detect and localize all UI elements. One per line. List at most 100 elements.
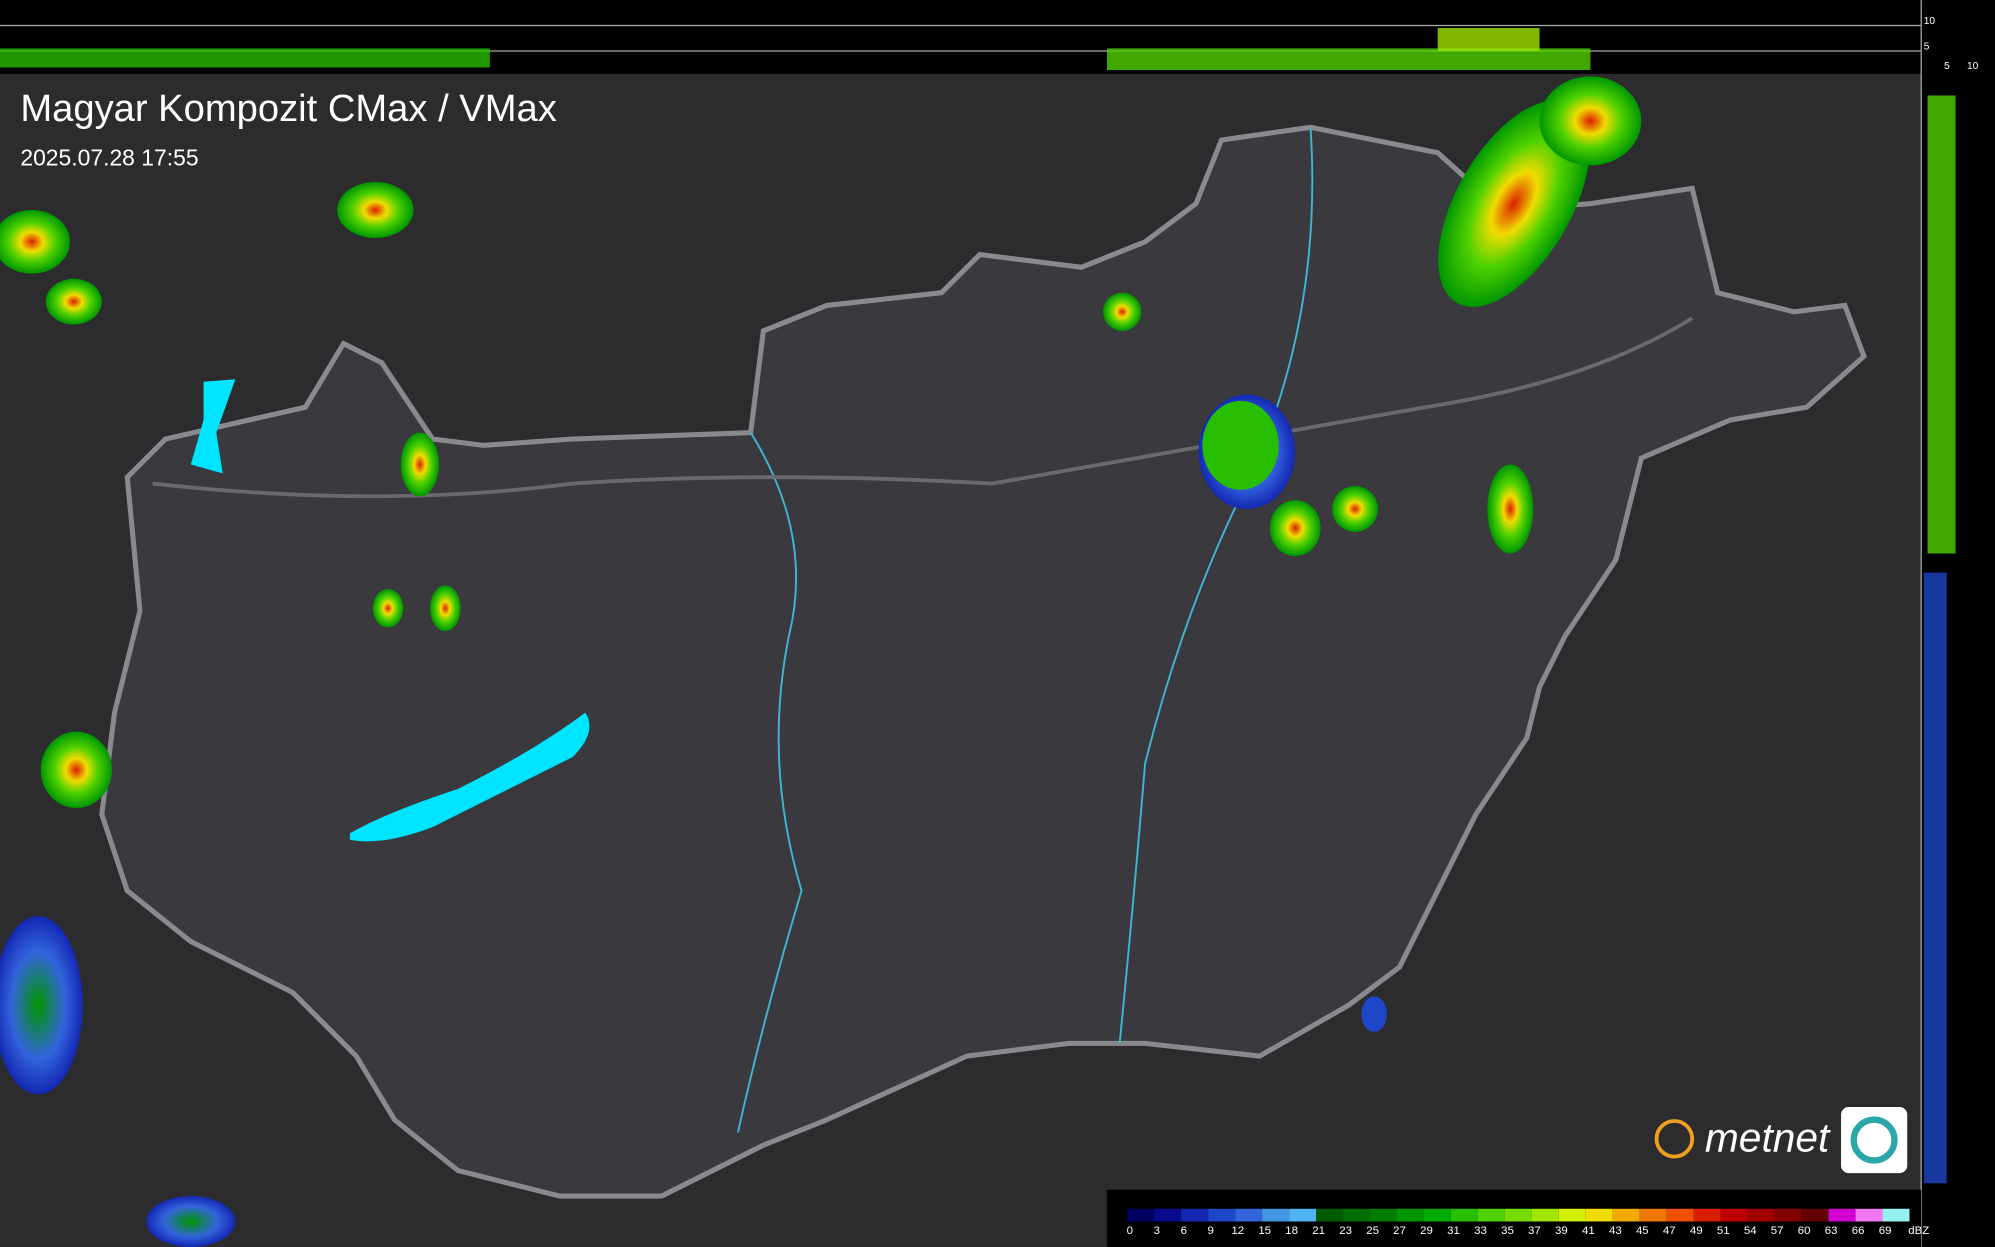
legend-label: 41 [1582,1225,1595,1237]
legend-swatch [1235,1208,1263,1222]
legend-label: 31 [1447,1225,1460,1237]
logo-sun [1654,1119,1695,1159]
legend-swatch [1504,1208,1532,1222]
legend-label: 21 [1312,1225,1325,1237]
axis-label: 10 [1967,61,1979,72]
legend-swatch [1666,1208,1694,1222]
radar-echo [1332,486,1378,532]
legend-swatch [1343,1208,1371,1222]
radar-echo [1361,996,1387,1032]
profile-echo [1927,95,1956,554]
profile-echo [1106,48,1591,71]
radar-echo [1269,500,1321,557]
river [1118,127,1314,1044]
profile-echo [1437,28,1540,51]
radar-echo [1539,76,1642,166]
axis-label: 5 [1924,42,1930,53]
legend-swatch [1531,1208,1559,1222]
legend-label: 60 [1798,1225,1811,1237]
legend-swatch [1882,1208,1910,1222]
legend-label: 3 [1154,1225,1160,1237]
legend-label: 39 [1555,1225,1568,1237]
logo-icon-swirl [1850,1116,1898,1164]
legend-label: 45 [1636,1225,1649,1237]
radar-echo [45,278,102,325]
legend-swatch [1423,1208,1451,1222]
legend-swatch [1316,1208,1344,1222]
legend-label: 33 [1474,1225,1487,1237]
legend-swatch [1801,1208,1829,1222]
radar-echo [1103,292,1142,331]
legend-swatch [1639,1208,1667,1222]
legend-swatch [1154,1208,1182,1222]
legend-swatch [1477,1208,1505,1222]
legend-swatch [1262,1208,1290,1222]
radar-echo [0,210,70,274]
legend-label: 9 [1208,1225,1214,1237]
legend-swatch [1181,1208,1209,1222]
lake-balaton [349,712,590,842]
legend: 0 3 6 9 12 15 18 21 23 25 27 29 31 33 35 37 39 41 43 45 47 49… [1127,1208,1929,1237]
axis-label: 10 [1924,16,1936,27]
axis-label: 5 [1944,61,1950,72]
legend-label: 29 [1420,1225,1433,1237]
legend-swatch [1855,1208,1883,1222]
legend-label: 0 [1127,1225,1133,1237]
logo: metnet [1654,1106,1908,1174]
legend-swatch [1828,1208,1856,1222]
legend-swatch [1747,1208,1775,1222]
legend-label: 54 [1744,1225,1757,1237]
legend-swatch [1612,1208,1640,1222]
legend-label: 15 [1258,1225,1271,1237]
legend-label: 37 [1528,1225,1541,1237]
radar-echo [372,589,404,628]
legend-label: 18 [1285,1225,1298,1237]
legend-label: 6 [1181,1225,1187,1237]
legend-swatch [1693,1208,1721,1222]
legend-label: 69 [1879,1225,1892,1237]
legend-swatch [1208,1208,1236,1222]
legend-label: 12 [1231,1225,1244,1237]
legend-swatch [1558,1208,1586,1222]
legend-swatch [1127,1208,1155,1222]
profile-echo [0,48,490,68]
legend-swatch [1397,1208,1424,1222]
legend-label: 51 [1717,1225,1730,1237]
title: Magyar Kompozit CMax / VMax [20,87,556,130]
river [737,432,803,1133]
lake-neusiedl [190,379,236,474]
legend-swatch [1585,1208,1613,1222]
legend-label: 49 [1690,1225,1703,1237]
radar-echo [1487,464,1534,554]
legend-label: 25 [1366,1225,1379,1237]
legend-label: 27 [1393,1225,1406,1237]
legend-label: 66 [1852,1225,1865,1237]
road [152,316,1694,499]
legend-swatch [1774,1208,1802,1222]
profile-echo [1923,572,1947,1184]
legend-unit: dBZ [1908,1225,1929,1237]
legend-swatch [1289,1208,1317,1222]
legend-label: 43 [1609,1225,1622,1237]
logo-text: metnet [1705,1115,1831,1161]
radar-echo [1438,100,1590,307]
legend-label: 35 [1501,1225,1514,1237]
legend-label: 47 [1663,1225,1676,1237]
radar-echo [400,432,439,497]
legend-swatch [1720,1208,1748,1222]
country-border [99,124,1867,1199]
timestamp: 2025.07.28 17:55 [20,144,198,170]
radar-echo [1202,400,1279,490]
radar-echo [430,585,461,632]
legend-swatch [1370,1208,1398,1222]
radar-echo [0,916,83,1095]
legend-label: 57 [1771,1225,1784,1237]
legend-swatch [1450,1208,1478,1222]
radar-echo [146,1196,236,1247]
legend-label: 23 [1339,1225,1352,1237]
radar-echo [40,731,112,808]
radar-echo [337,182,414,238]
legend-label: 63 [1825,1225,1838,1237]
